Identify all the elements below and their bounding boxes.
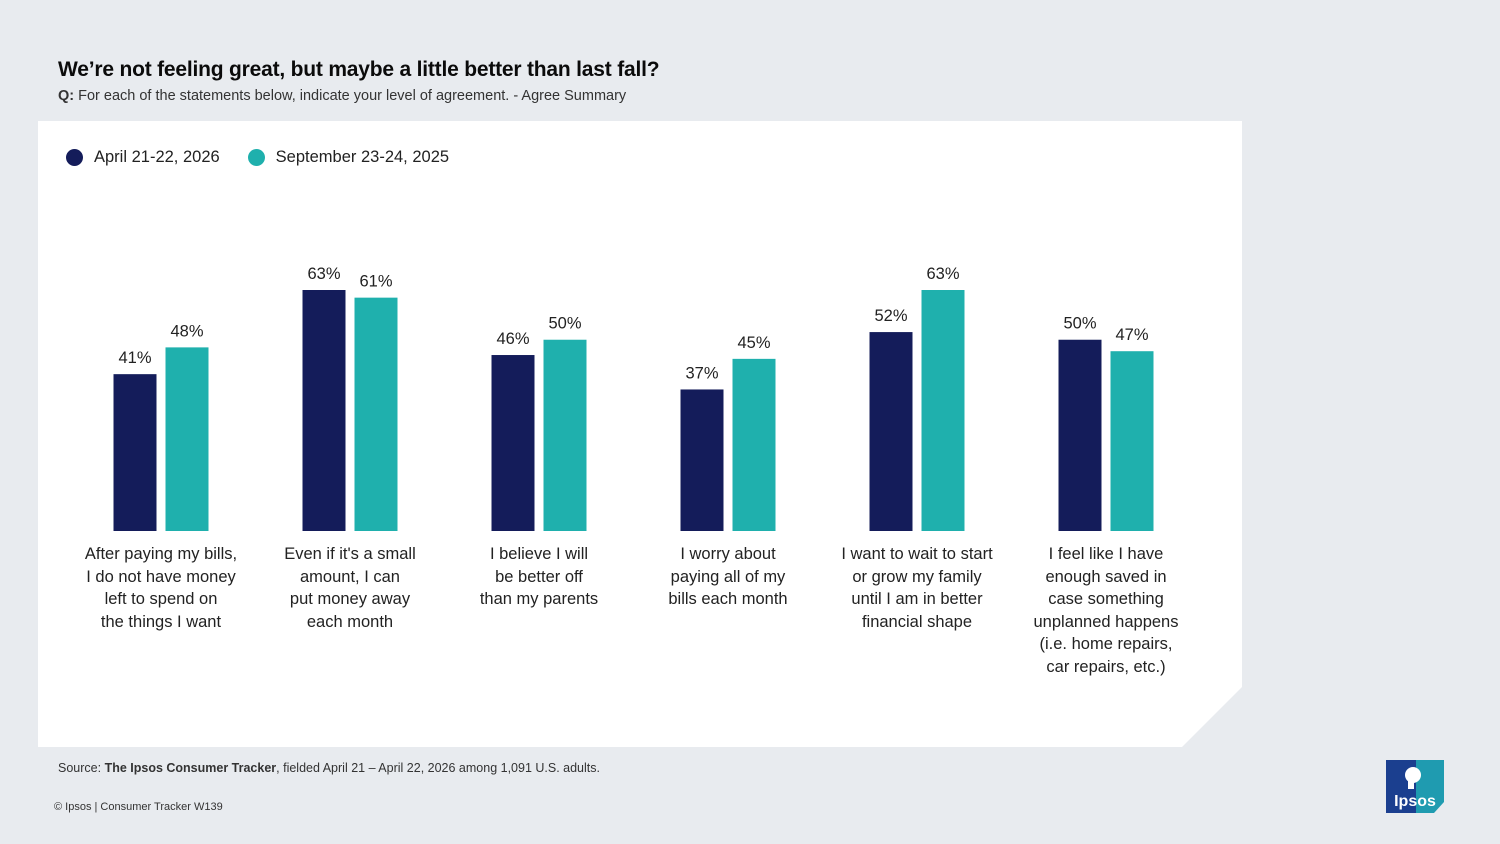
page-title: We’re not feeling great, but maybe a lit… xyxy=(58,58,660,81)
source-prefix: Source: xyxy=(58,761,105,775)
legend-label-series-2: September 23-24, 2025 xyxy=(275,148,450,166)
bar-1-4 xyxy=(680,389,724,531)
question-text: Q: For each of the statements below, indi… xyxy=(58,88,626,104)
data-label-1-4: 37% xyxy=(685,364,718,382)
category-label-4: I worry about paying all of my bills eac… xyxy=(668,545,788,608)
logo-wordmark: Ipsos xyxy=(1394,793,1436,810)
chart-legend: April 21-22, 2026 September 23-24, 2025 xyxy=(66,148,477,167)
legend-item-series-2: September 23-24, 2025 xyxy=(247,148,450,167)
category-label-6: I feel like I have enough saved in case … xyxy=(1033,545,1179,676)
bar-2-5 xyxy=(921,290,965,531)
legend-item-series-1: April 21-22, 2026 xyxy=(66,148,220,167)
bar-2-1 xyxy=(165,347,209,531)
legend-swatch-series-2 xyxy=(247,149,265,166)
category-label-3: I believe I will be better off than my p… xyxy=(479,545,599,608)
bar-1-3 xyxy=(491,355,535,531)
bar-1-6 xyxy=(1058,339,1102,531)
chart-card xyxy=(38,121,1242,747)
bar-1-1 xyxy=(113,374,157,531)
ipsos-logo-icon: Ipsos xyxy=(1386,760,1444,813)
source-note: Source: The Ipsos Consumer Tracker, fiel… xyxy=(58,761,600,775)
data-label-2-4: 45% xyxy=(737,334,770,352)
bar-2-6 xyxy=(1110,351,1154,531)
question-prefix: Q: xyxy=(58,88,75,104)
data-label-1-1: 41% xyxy=(118,349,151,367)
question-body: For each of the statements below, indica… xyxy=(78,88,627,104)
data-label-1-5: 52% xyxy=(874,307,907,325)
source-details: , fielded April 21 – April 22, 2026 amon… xyxy=(276,761,600,775)
legend-label-series-1: April 21-22, 2026 xyxy=(94,148,220,166)
bar-2-3 xyxy=(543,339,587,531)
bar-1-5 xyxy=(869,332,913,531)
category-label-5: I want to wait to start or grow my famil… xyxy=(841,545,993,631)
copyright-text: © Ipsos | Consumer Tracker W139 xyxy=(54,801,223,813)
bar-1-2 xyxy=(302,290,346,531)
data-label-1-2: 63% xyxy=(307,265,340,283)
data-label-1-6: 50% xyxy=(1063,315,1096,333)
bar-2-2 xyxy=(354,297,398,531)
data-label-2-1: 48% xyxy=(170,322,203,340)
category-label-2: Even if it's a small amount, I can put m… xyxy=(284,545,416,631)
source-name: The Ipsos Consumer Tracker xyxy=(104,761,277,775)
legend-swatch-series-1 xyxy=(66,149,83,166)
data-label-2-3: 50% xyxy=(548,315,581,333)
data-label-2-5: 63% xyxy=(926,265,959,283)
category-label-1: After paying my bills, I do not have mon… xyxy=(84,545,238,631)
data-label-2-6: 47% xyxy=(1115,326,1148,344)
bar-2-4 xyxy=(732,358,776,531)
data-label-2-2: 61% xyxy=(359,273,392,291)
data-label-1-3: 46% xyxy=(496,330,529,348)
